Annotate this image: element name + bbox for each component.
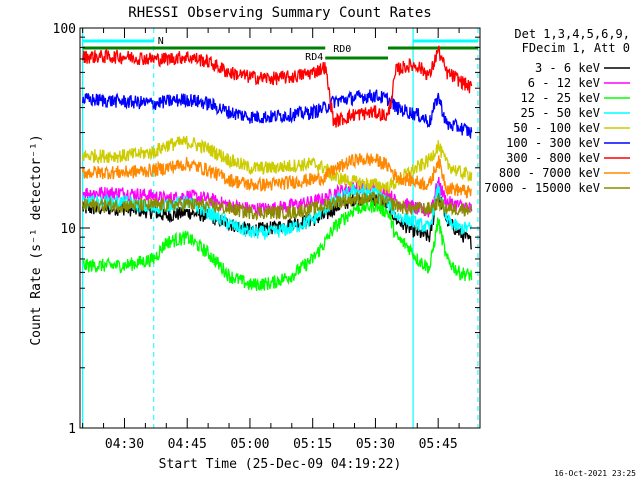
legend-label: 7000 - 15000 keV	[484, 181, 600, 195]
legend-header-line-1: Det 1,3,4,5,6,9,	[514, 27, 630, 41]
night-flag-label: N	[158, 36, 164, 47]
x-tick-label: 04:45	[168, 437, 207, 452]
series-lines	[81, 45, 473, 292]
series-line-7	[81, 151, 472, 199]
legend-label: 100 - 300 keV	[506, 136, 600, 150]
x-tick-label: 05:45	[419, 437, 458, 452]
chart-title: RHESSI Observing Summary Count Rates	[128, 5, 431, 21]
legend-label: 12 - 25 keV	[521, 91, 600, 105]
x-axis-label: Start Time (25-Dec-09 04:19:22)	[159, 457, 402, 472]
y-axis-label: Count Rate (s⁻¹ detector⁻¹)	[29, 134, 44, 345]
y-tick-label: 100	[53, 22, 76, 37]
series-line-2	[82, 199, 473, 292]
series-line-8	[81, 190, 473, 221]
x-tick-label: 05:30	[356, 437, 395, 452]
x-tick-label: 05:15	[293, 437, 332, 452]
legend-label: 25 - 50 keV	[521, 106, 600, 120]
legend-header-line-2: FDecim 1, Att 0	[522, 41, 630, 55]
rd4-flag-label: RD4	[305, 52, 323, 63]
legend-label: 800 - 7000 keV	[499, 166, 600, 180]
legend: Det 1,3,4,5,6,9, FDecim 1, Att 0 3 - 6 k…	[484, 27, 630, 195]
legend-label: 3 - 6 keV	[535, 61, 600, 75]
legend-label: 6 - 12 keV	[528, 76, 600, 90]
y-tick-label: 10	[60, 222, 76, 237]
rd0-flag-label: RD0	[333, 44, 351, 55]
x-tick-label: 05:00	[230, 437, 269, 452]
y-tick-label: 1	[68, 422, 76, 437]
axes: 1 10 100 04:30 04:45 05:00 05:15 05:30 05:45	[53, 22, 481, 452]
generation-timestamp: 16-Oct-2021 23:25	[554, 469, 636, 478]
series-line-5	[81, 89, 473, 140]
series-line-6	[81, 45, 473, 128]
series-line-4	[81, 135, 473, 195]
observing-flags: N RD4 RD0	[82, 28, 479, 428]
x-tick-label: 04:30	[105, 437, 144, 452]
legend-label: 50 - 100 keV	[513, 121, 600, 135]
legend-label: 300 - 800 keV	[506, 151, 600, 165]
